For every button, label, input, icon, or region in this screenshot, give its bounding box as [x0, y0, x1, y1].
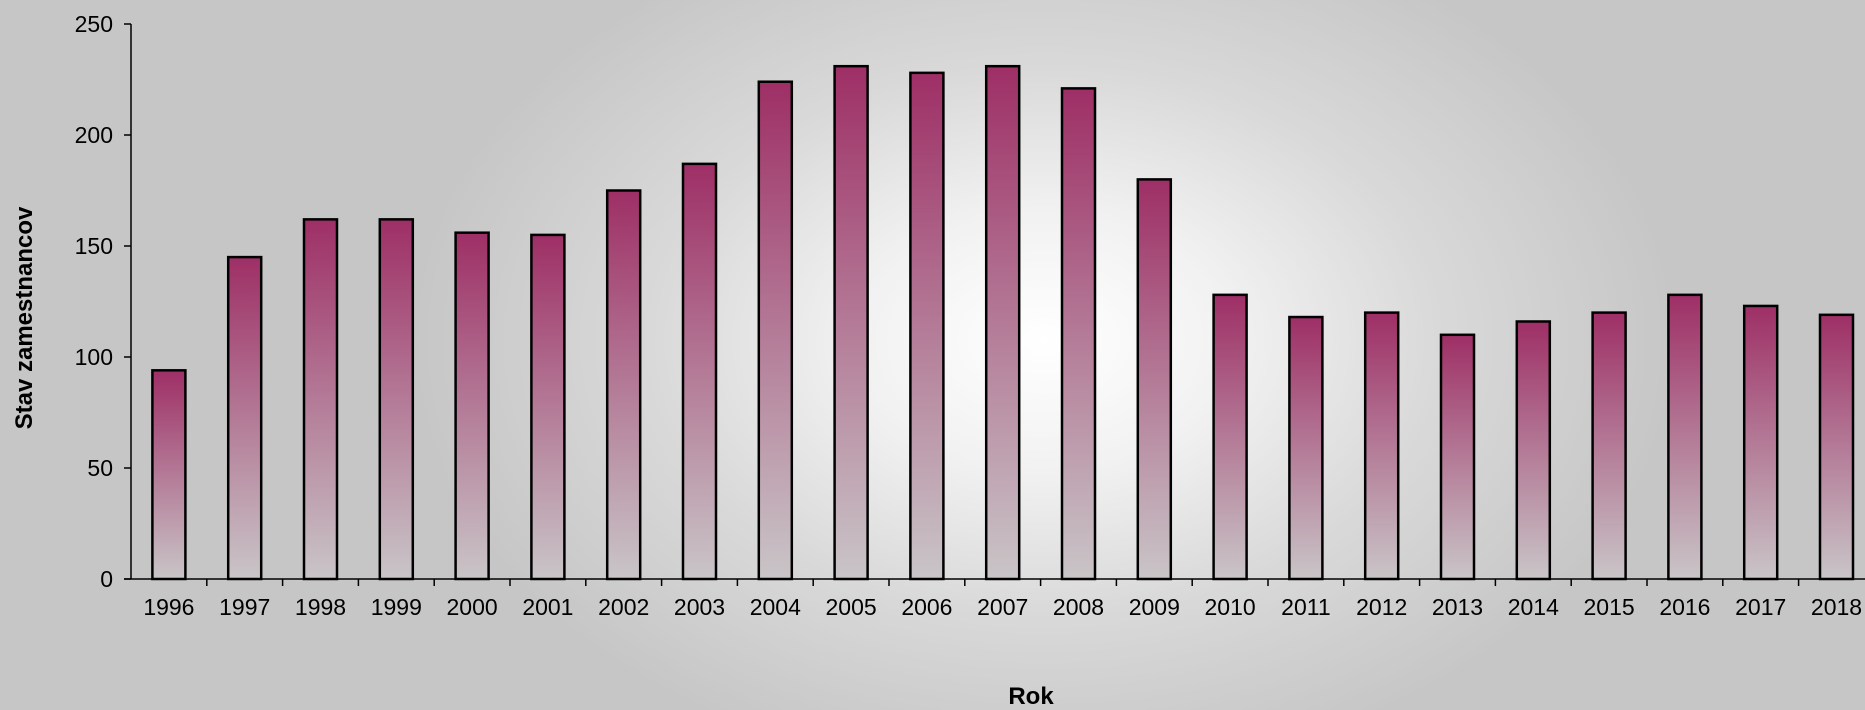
bar-2017 [1742, 304, 1779, 581]
bar-2001 [530, 233, 566, 581]
bar-1999 [378, 218, 415, 581]
x-tick-label: 2012 [1356, 594, 1407, 620]
bars [151, 64, 1855, 581]
y-tick-label: 100 [75, 344, 113, 370]
y-tick-label: 150 [75, 233, 113, 259]
x-tick-label: 2016 [1659, 594, 1710, 620]
y-tick-label: 0 [100, 566, 113, 592]
y-tick-label: 250 [75, 11, 113, 37]
bar-1998 [302, 218, 339, 581]
x-tick-label: 2002 [598, 594, 649, 620]
bar-2002 [605, 189, 642, 581]
x-tick-label: 1999 [371, 594, 422, 620]
x-tick-label: 2000 [447, 594, 498, 620]
y-tick-label: 200 [75, 122, 113, 148]
x-tick-label: 2018 [1811, 594, 1862, 620]
x-tick-label: 1997 [219, 594, 270, 620]
bar-1996 [151, 369, 187, 581]
x-tick-label: 2011 [1281, 594, 1330, 620]
bar-2015 [1591, 311, 1627, 581]
x-axis-ticks: 1996 1997 1998 1999 2000 2001 2002 2003 2004 2005… [143, 579, 1862, 620]
bar-2005 [833, 64, 869, 581]
x-tick-label: 1996 [143, 594, 194, 620]
x-tick-label: 2007 [977, 594, 1028, 620]
bar-2016 [1667, 293, 1703, 581]
bar-2014 [1515, 320, 1552, 581]
bar-2013 [1439, 333, 1476, 581]
bar-2006 [909, 71, 945, 581]
x-tick-label: 2009 [1129, 594, 1180, 620]
bar-2009 [1136, 178, 1173, 581]
bar-2004 [757, 80, 794, 581]
x-tick-label: 2013 [1432, 594, 1483, 620]
x-tick-label: 2008 [1053, 594, 1104, 620]
bar-2000 [454, 231, 490, 581]
bar-2007 [984, 64, 1021, 581]
bar-2010 [1212, 293, 1248, 581]
x-tick-label: 2017 [1735, 594, 1786, 620]
x-tick-label: 2006 [901, 594, 952, 620]
bar-2012 [1363, 311, 1400, 581]
axes [124, 24, 1865, 580]
bar-2008 [1060, 87, 1097, 581]
x-tick-label: 2001 [522, 594, 573, 620]
y-axis-title: Stav zamestnancov [11, 206, 38, 429]
x-axis-title: Rok [1008, 683, 1054, 710]
x-tick-label: 1998 [295, 594, 346, 620]
bar-1997 [226, 255, 263, 581]
bar-2003 [681, 162, 718, 581]
x-tick-label: 2010 [1205, 594, 1256, 620]
bar-2011 [1288, 315, 1324, 581]
x-tick-label: 2014 [1508, 594, 1559, 620]
x-tick-label: 2015 [1584, 594, 1635, 620]
bar-2018 [1818, 313, 1855, 581]
x-tick-label: 2003 [674, 594, 725, 620]
y-axis-ticks: 0 50 100 150 200 250 [75, 11, 131, 592]
x-tick-label: 2005 [826, 594, 877, 620]
y-tick-label: 50 [87, 455, 113, 481]
x-tick-label: 2004 [750, 594, 801, 620]
